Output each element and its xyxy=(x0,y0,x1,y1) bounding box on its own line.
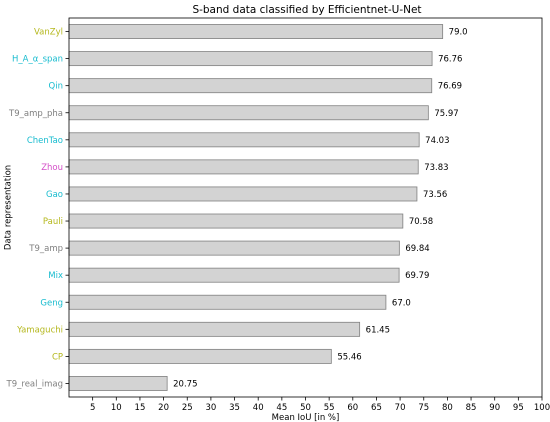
x-tick-label: 25 xyxy=(182,403,193,413)
value-label: 73.56 xyxy=(423,190,447,200)
category-label: CP xyxy=(52,352,63,362)
bar-Gao xyxy=(68,186,418,202)
bar-ChenTao xyxy=(68,132,420,148)
x-tick-label: 5 xyxy=(90,403,95,413)
y-axis-label: Data representation xyxy=(4,165,14,250)
x-axis-ticks: 5 10 15 20 25 30 35 40 45 50 55 60 65 70 75 80 85 90 95 100 xyxy=(90,397,550,413)
x-axis-label: Mean IoU [in %] xyxy=(272,413,340,422)
bars-group xyxy=(68,24,444,391)
value-label: 70.58 xyxy=(409,217,433,227)
value-label: 75.97 xyxy=(434,109,458,119)
bar-T9_amp_pha xyxy=(68,105,429,121)
category-label: H_A_α_span xyxy=(12,55,63,65)
x-tick-label: 70 xyxy=(395,403,406,413)
value-label: 79.0 xyxy=(449,28,468,38)
category-label: ChenTao xyxy=(27,136,63,146)
chart-title: S-band data classified by Efficientnet-U… xyxy=(192,4,421,16)
x-tick-label: 65 xyxy=(371,403,382,413)
x-tick-label: 45 xyxy=(276,403,287,413)
category-label: T9_amp_pha xyxy=(8,109,63,119)
bar-H_A_α_span xyxy=(68,51,433,67)
x-tick-label: 95 xyxy=(513,403,524,413)
category-label: Mix xyxy=(48,271,63,281)
bar-T9_real_imag xyxy=(68,376,168,391)
value-label: 55.46 xyxy=(337,352,361,362)
value-label: 69.84 xyxy=(405,244,429,254)
x-tick-label: 10 xyxy=(111,403,122,413)
bar-T9_amp xyxy=(68,240,400,256)
x-tick-label: 90 xyxy=(489,403,500,413)
x-tick-label: 80 xyxy=(442,403,453,413)
category-label: T9_amp xyxy=(28,244,63,254)
x-tick-label: 60 xyxy=(347,403,358,413)
x-tick-label: 50 xyxy=(300,403,311,413)
x-tick-label: 55 xyxy=(324,403,335,413)
x-tick-label: 20 xyxy=(158,403,169,413)
category-label: Gao xyxy=(46,190,63,200)
value-label: 76.76 xyxy=(438,55,462,65)
category-label: Qin xyxy=(49,82,63,92)
x-tick-label: 30 xyxy=(205,403,216,413)
value-label: 67.0 xyxy=(392,298,411,308)
bar-Zhou xyxy=(68,159,419,175)
category-label: VanZyl xyxy=(34,28,63,38)
value-labels: 79.0 76.76 76.69 75.97 74.03 73.83 73.56 70.58 6… xyxy=(173,28,467,390)
x-tick-label: 100 xyxy=(534,403,550,413)
bar-VanZyl xyxy=(68,24,444,39)
value-label: 20.75 xyxy=(173,379,197,389)
value-label: 61.45 xyxy=(366,325,390,335)
value-label: 74.03 xyxy=(425,136,449,146)
bar-Mix xyxy=(68,267,400,283)
value-label: 69.79 xyxy=(405,271,429,281)
category-label: Geng xyxy=(40,298,63,308)
category-label: Zhou xyxy=(41,163,63,173)
x-tick-label: 35 xyxy=(229,403,240,413)
category-labels: VanZyl H_A_α_span Qin T9_amp_pha ChenTao Zhou… xyxy=(6,28,69,389)
category-label: Pauli xyxy=(43,217,63,227)
plot-frame xyxy=(68,17,543,398)
x-tick-label: 15 xyxy=(135,403,146,413)
x-tick-label: 75 xyxy=(418,403,429,413)
bar-Qin xyxy=(68,78,433,94)
category-label: T9_real_imag xyxy=(6,379,63,389)
bar-Yamaguchi xyxy=(68,321,361,337)
value-label: 76.69 xyxy=(438,82,462,92)
value-label: 73.83 xyxy=(424,163,448,173)
bar-Geng xyxy=(68,294,387,310)
category-label: Yamaguchi xyxy=(16,325,63,335)
x-tick-label: 85 xyxy=(466,403,477,413)
bar-CP xyxy=(68,348,332,364)
bar-Pauli xyxy=(68,213,404,229)
x-tick-label: 40 xyxy=(253,403,264,413)
